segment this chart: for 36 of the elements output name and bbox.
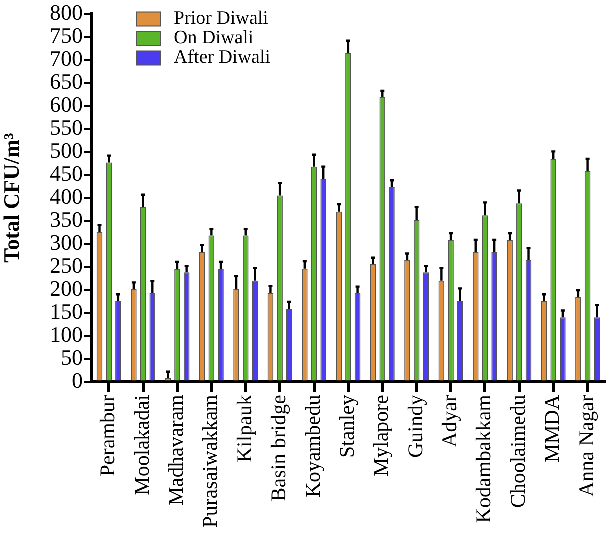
x-tick-label: Basin bridge	[266, 395, 291, 502]
x-tick-label: Purasaiwakkam	[198, 395, 222, 528]
x-tick-label: Madhavaram	[164, 395, 188, 506]
y-tick-label: 300	[50, 230, 83, 255]
y-tick-label: 100	[50, 322, 83, 347]
y-tick-label: 400	[50, 184, 83, 209]
y-tick-label: 350	[50, 206, 83, 232]
y-tick-label: 200	[50, 276, 83, 301]
x-tick-label: Perambur	[96, 395, 120, 477]
x-tick-label: Kodambakkam	[472, 395, 496, 524]
y-tick-label: 600	[50, 92, 83, 117]
x-tick-label: Choolaimedu	[506, 394, 530, 508]
y-tick-label: 800	[50, 0, 83, 25]
y-tick-label: 0	[72, 368, 83, 393]
y-axis-title: Total CFU/m³	[0, 132, 24, 264]
y-tick-label: 550	[50, 114, 83, 140]
x-tick-label: Koyambedu	[300, 394, 325, 498]
y-tick-label: 50	[61, 344, 83, 370]
x-tick-label: Anna Nagar	[574, 395, 598, 498]
y-tick-label: 500	[50, 138, 83, 163]
legend-label: Prior Diwali	[174, 8, 268, 30]
y-tick-label: 700	[50, 46, 83, 71]
y-tick-label: 150	[50, 298, 83, 324]
x-tick-label: Adyar	[438, 395, 462, 448]
x-tick-label: Stanley	[334, 394, 359, 458]
y-tick-label: 750	[50, 22, 83, 48]
y-tick-label: 450	[50, 160, 83, 186]
y-tick-label: 250	[50, 252, 83, 278]
x-tick-label: MMDA	[540, 394, 564, 463]
x-tick-label: Moolakadai	[130, 394, 154, 496]
legend-label: On Diwali	[174, 28, 254, 49]
legend-label: After Diwali	[174, 47, 271, 68]
y-tick-label: 650	[50, 68, 83, 94]
x-tick-label: Guindy	[403, 394, 428, 458]
x-tick-label: Kilpauk	[232, 394, 256, 463]
x-tick-label: Mylapore	[369, 395, 394, 477]
